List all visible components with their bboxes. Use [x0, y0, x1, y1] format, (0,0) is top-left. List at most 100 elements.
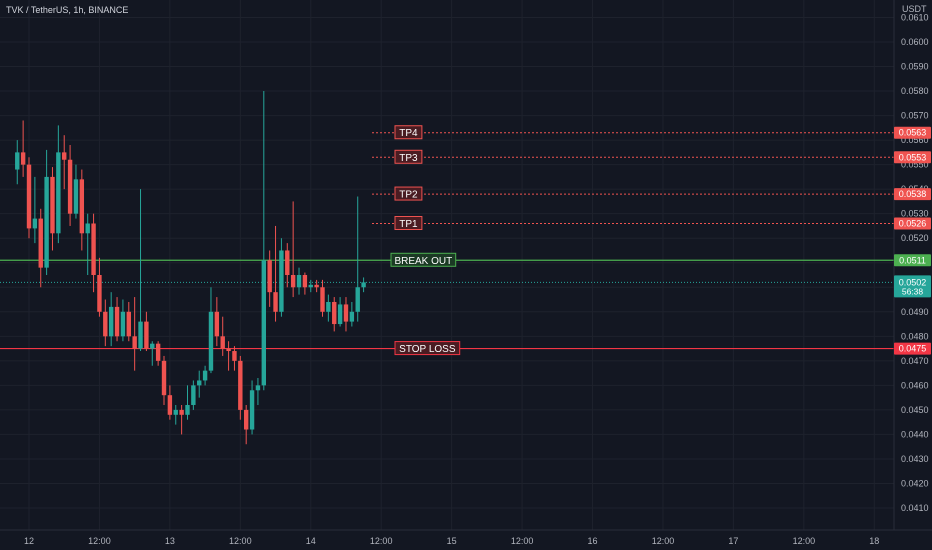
time-tick-label: 12	[24, 536, 34, 546]
candle-bull	[15, 152, 20, 170]
candle-bear	[343, 304, 349, 322]
candle-bear	[179, 409, 184, 415]
candle-bear	[50, 176, 55, 234]
candle-bull	[337, 304, 343, 325]
price-tick-label: 0.0570	[901, 111, 929, 121]
time-tick-label: 12:00	[370, 536, 393, 546]
price-label-box	[894, 342, 931, 355]
candle-bull	[249, 390, 255, 430]
candle-bear	[214, 311, 220, 337]
price-label-box	[894, 126, 931, 139]
candle-bear	[20, 152, 26, 165]
candle-bull	[296, 275, 302, 288]
price-tick-label: 0.0460	[901, 380, 929, 390]
candle-bull	[44, 176, 49, 268]
candle-bull	[108, 306, 114, 337]
candle-bull	[308, 284, 313, 288]
price-tick-label: 0.0610	[901, 12, 929, 22]
candle-bear	[91, 223, 96, 275]
candle-bull	[185, 404, 190, 415]
candle-bull	[208, 311, 214, 371]
candle-bull	[191, 385, 196, 405]
candle-bull	[355, 287, 360, 312]
candle-bull	[138, 321, 143, 349]
time-tick-label: 16	[588, 536, 598, 546]
candle-bear	[290, 275, 296, 288]
price-label-box	[894, 188, 931, 201]
candle-bear	[220, 336, 225, 349]
price-tick-label: 0.0590	[901, 62, 929, 72]
time-tick-label: 12:00	[652, 536, 675, 546]
time-tick-label: 13	[165, 536, 175, 546]
candle-bull	[197, 380, 202, 386]
price-label-box	[894, 151, 931, 164]
level-tag-label: BREAK OUT	[394, 256, 452, 267]
last-price-box	[894, 275, 931, 298]
level-tag-label: TP2	[399, 190, 418, 201]
price-tick-label: 0.0440	[901, 429, 929, 439]
price-label-text: 0.0475	[899, 344, 927, 354]
candle-bull	[85, 223, 90, 234]
price-label-text: 0.0511	[899, 255, 926, 265]
price-tick-label: 0.0530	[901, 209, 929, 219]
currency-label: USDT	[902, 4, 927, 14]
time-tick-label: 12:00	[793, 536, 816, 546]
level-tag-label: TP1	[399, 219, 418, 230]
candle-bear	[26, 164, 32, 229]
price-tick-label: 0.0580	[901, 86, 929, 96]
level-tag-label: TP4	[399, 128, 418, 139]
price-tick-label: 0.0470	[901, 356, 929, 366]
price-axis-labels: 0.0563 0.0553 0.0538 0.0526 0.0511 0.0475 0.05…	[894, 126, 931, 355]
candle-bull	[120, 311, 126, 337]
candle-bear	[243, 409, 249, 430]
candle-bear	[232, 351, 237, 361]
price-tick-label: 0.0520	[901, 233, 929, 243]
price-label-text: 0.0526	[899, 218, 927, 228]
price-label-text: 0.0553	[899, 152, 927, 162]
level-tag-box	[394, 186, 423, 201]
candle-bear	[62, 152, 67, 160]
time-tick-label: 14	[306, 536, 316, 546]
candle-bear	[238, 360, 243, 410]
price-tick-label: 0.0480	[901, 331, 929, 341]
price-tick-label: 0.0410	[901, 503, 929, 513]
candle-bull	[32, 218, 38, 229]
time-tick-label: 12:00	[88, 536, 111, 546]
candle-bear	[67, 159, 73, 214]
candle-bear	[38, 218, 43, 268]
price-tick-label: 0.0600	[901, 37, 929, 47]
candle-bear	[314, 284, 319, 288]
time-tick-label: 12:00	[511, 536, 534, 546]
candle-bear	[226, 348, 231, 352]
candle-bear	[320, 287, 325, 312]
time-tick-label: 12:00	[229, 536, 252, 546]
level-tag-box	[394, 125, 423, 140]
candle-bear	[132, 336, 137, 349]
time-tick-label: 18	[869, 536, 879, 546]
time-tick-label: 15	[447, 536, 457, 546]
candle-bear	[332, 301, 337, 325]
price-label-text: 0.0538	[899, 189, 927, 199]
candle-bear	[267, 260, 272, 293]
candle-bear	[302, 275, 308, 288]
chart-grid	[0, 0, 894, 530]
time-axis[interactable]	[0, 530, 932, 550]
last-price-text: 0.0502	[899, 277, 927, 287]
candle-bull	[361, 282, 366, 288]
level-tag-box	[394, 341, 461, 356]
candle-bull	[349, 311, 355, 322]
candle-bear	[285, 250, 290, 275]
symbol-title: TVK / TetherUS, 1h, BINANCE	[6, 5, 128, 15]
price-tick-label: 0.0450	[901, 405, 929, 415]
candle-bear	[97, 275, 102, 312]
candle-bear	[161, 360, 167, 396]
level-tag-label: STOP LOSS	[399, 344, 456, 355]
candle-bull	[255, 385, 261, 391]
candle-bull	[56, 152, 61, 234]
candle-bear	[155, 343, 161, 361]
level-tag-box	[394, 149, 423, 164]
level-tags: TP4 TP3 TP2 TP1 BREAK OUT STOP LOSS	[390, 125, 461, 356]
price-axis[interactable]	[894, 0, 932, 550]
